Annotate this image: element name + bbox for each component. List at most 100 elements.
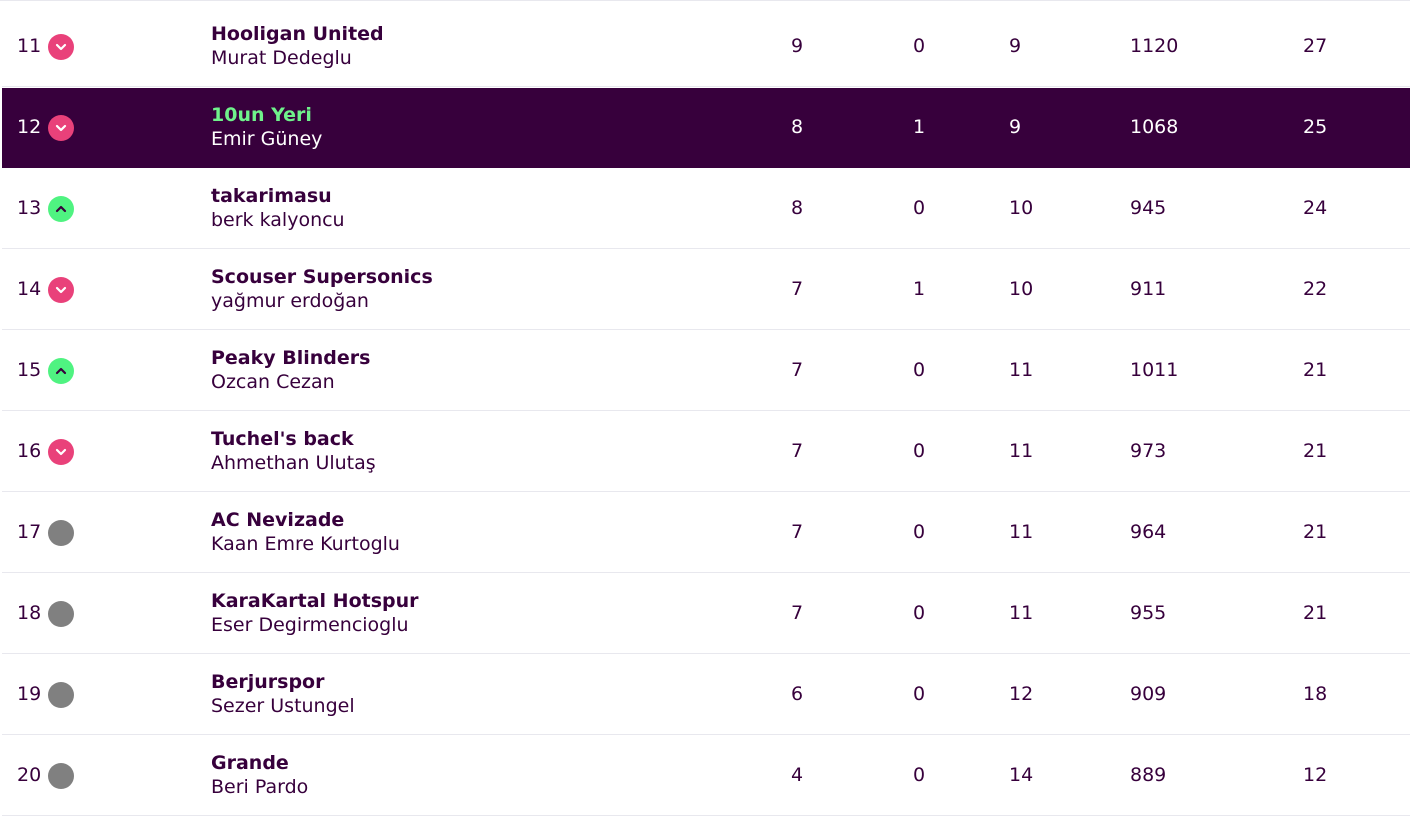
points-value: 24 bbox=[1303, 197, 1328, 219]
points-for-value: 964 bbox=[1130, 521, 1167, 543]
points-for-value: 945 bbox=[1130, 197, 1167, 219]
manager-name: Beri Pardo bbox=[211, 776, 309, 798]
wins-value: 8 bbox=[791, 197, 804, 219]
chevron-down-icon bbox=[48, 115, 74, 141]
chevron-down-icon bbox=[48, 439, 74, 465]
table-row[interactable]: 11 Hooligan United Murat Dedeglu 9 0 9 1… bbox=[2, 7, 1410, 87]
points-for-value: 1011 bbox=[1130, 359, 1179, 381]
draws-value: 0 bbox=[913, 521, 926, 543]
points-for-value: 955 bbox=[1130, 602, 1167, 624]
points-for-value: 1120 bbox=[1130, 35, 1179, 57]
table-row[interactable]: 16 Tuchel's back Ahmethan Ulutaş 7 0 11 … bbox=[2, 412, 1410, 492]
points-value: 18 bbox=[1303, 683, 1328, 705]
draws-value: 1 bbox=[913, 116, 926, 138]
wins-value: 7 bbox=[791, 278, 804, 300]
points-value: 12 bbox=[1303, 764, 1328, 786]
points-for-value: 1068 bbox=[1130, 116, 1179, 138]
losses-value: 10 bbox=[1009, 278, 1034, 300]
team-name-link[interactable]: Hooligan United bbox=[211, 23, 384, 45]
points-for-value: 889 bbox=[1130, 764, 1167, 786]
no-change-dot-icon bbox=[48, 601, 74, 627]
points-value: 25 bbox=[1303, 116, 1328, 138]
no-change-dot-icon bbox=[48, 763, 74, 789]
draws-value: 0 bbox=[913, 197, 926, 219]
draws-value: 0 bbox=[913, 764, 926, 786]
table-row[interactable]: 18 KaraKartal Hotspur Eser Degirmenciogl… bbox=[2, 574, 1410, 654]
chevron-down-icon bbox=[48, 34, 74, 60]
wins-value: 9 bbox=[791, 35, 804, 57]
manager-name: Ozcan Cezan bbox=[211, 371, 335, 393]
draws-value: 0 bbox=[913, 440, 926, 462]
points-value: 27 bbox=[1303, 35, 1328, 57]
draws-value: 0 bbox=[913, 35, 926, 57]
draws-value: 0 bbox=[913, 602, 926, 624]
team-name-link[interactable]: takarimasu bbox=[211, 185, 332, 207]
rank: 14 bbox=[17, 278, 42, 300]
chevron-up-icon bbox=[48, 196, 74, 222]
points-value: 21 bbox=[1303, 521, 1328, 543]
rank: 13 bbox=[17, 197, 42, 219]
wins-value: 7 bbox=[791, 440, 804, 462]
points-value: 21 bbox=[1303, 359, 1328, 381]
points-value: 21 bbox=[1303, 602, 1328, 624]
draws-value: 0 bbox=[913, 683, 926, 705]
team-name-link[interactable]: 10un Yeri bbox=[211, 104, 312, 126]
manager-name: Kaan Emre Kurtoglu bbox=[211, 533, 400, 555]
team-name-link[interactable]: Tuchel's back bbox=[211, 428, 354, 450]
rank: 16 bbox=[17, 440, 42, 462]
losses-value: 11 bbox=[1009, 440, 1034, 462]
team-name-link[interactable]: Scouser Supersonics bbox=[211, 266, 433, 288]
draws-value: 0 bbox=[913, 359, 926, 381]
rank: 11 bbox=[17, 35, 42, 57]
manager-name: berk kalyoncu bbox=[211, 209, 345, 231]
manager-name: yağmur erdoğan bbox=[211, 290, 369, 312]
rank: 19 bbox=[17, 683, 42, 705]
wins-value: 7 bbox=[791, 602, 804, 624]
table-row[interactable]: 19 Berjurspor Sezer Ustungel 6 0 12 909 … bbox=[2, 655, 1410, 735]
wins-value: 6 bbox=[791, 683, 804, 705]
manager-name: Murat Dedeglu bbox=[211, 47, 352, 69]
losses-value: 11 bbox=[1009, 602, 1034, 624]
rank: 17 bbox=[17, 521, 42, 543]
points-for-value: 911 bbox=[1130, 278, 1167, 300]
manager-name: Ahmethan Ulutaş bbox=[211, 452, 376, 474]
losses-value: 14 bbox=[1009, 764, 1034, 786]
team-name-link[interactable]: Peaky Blinders bbox=[211, 347, 371, 369]
table-row-current-user[interactable]: 12 10un Yeri Emir Güney 8 1 9 1068 25 bbox=[2, 88, 1410, 168]
manager-name: Eser Degirmencioglu bbox=[211, 614, 409, 636]
rank: 20 bbox=[17, 764, 42, 786]
no-change-dot-icon bbox=[48, 682, 74, 708]
team-name-link[interactable]: Berjurspor bbox=[211, 671, 325, 693]
points-value: 22 bbox=[1303, 278, 1328, 300]
wins-value: 7 bbox=[791, 521, 804, 543]
rank: 15 bbox=[17, 359, 42, 381]
table-row[interactable]: 14 Scouser Supersonics yağmur erdoğan 7 … bbox=[2, 250, 1410, 330]
team-name-link[interactable]: AC Nevizade bbox=[211, 509, 345, 531]
points-value: 21 bbox=[1303, 440, 1328, 462]
wins-value: 7 bbox=[791, 359, 804, 381]
draws-value: 1 bbox=[913, 278, 926, 300]
points-for-value: 973 bbox=[1130, 440, 1167, 462]
chevron-down-icon bbox=[48, 277, 74, 303]
table-row[interactable]: 20 Grande Beri Pardo 4 0 14 889 12 bbox=[2, 736, 1410, 816]
table-row[interactable]: 15 Peaky Blinders Ozcan Cezan 7 0 11 101… bbox=[2, 331, 1410, 411]
wins-value: 4 bbox=[791, 764, 804, 786]
team-name-link[interactable]: KaraKartal Hotspur bbox=[211, 590, 419, 612]
no-change-dot-icon bbox=[48, 520, 74, 546]
losses-value: 10 bbox=[1009, 197, 1034, 219]
manager-name: Sezer Ustungel bbox=[211, 695, 355, 717]
table-row[interactable]: 13 takarimasu berk kalyoncu 8 0 10 945 2… bbox=[2, 169, 1410, 249]
losses-value: 11 bbox=[1009, 521, 1034, 543]
wins-value: 8 bbox=[791, 116, 804, 138]
losses-value: 12 bbox=[1009, 683, 1034, 705]
chevron-up-icon bbox=[48, 358, 74, 384]
losses-value: 11 bbox=[1009, 359, 1034, 381]
team-name-link[interactable]: Grande bbox=[211, 752, 289, 774]
points-for-value: 909 bbox=[1130, 683, 1167, 705]
rank: 12 bbox=[17, 116, 42, 138]
table-row[interactable]: 17 AC Nevizade Kaan Emre Kurtoglu 7 0 11… bbox=[2, 493, 1410, 573]
losses-value: 9 bbox=[1009, 116, 1022, 138]
losses-value: 9 bbox=[1009, 35, 1022, 57]
rank: 18 bbox=[17, 602, 42, 624]
